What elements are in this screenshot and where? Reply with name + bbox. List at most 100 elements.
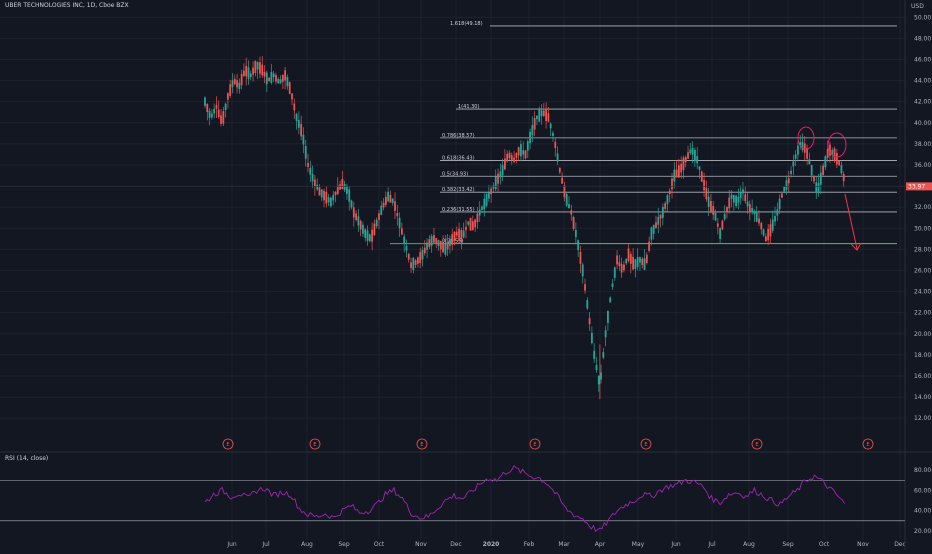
x-tick-label: Dec [450,541,462,548]
candle-body [396,212,399,217]
y-tick-label: 18.00 [914,352,931,359]
candle-body [542,110,545,116]
candle-body [659,214,662,219]
candle-body [579,251,582,264]
candle-body [382,202,385,208]
candle-body [304,146,307,159]
candle-body [270,71,273,83]
candle-body [710,201,712,212]
candle-body [208,110,211,118]
candle-body [373,223,376,236]
fib-level-label: 1(41.30) [458,104,479,110]
x-tick-label: Nov [415,541,427,548]
candle-body [458,228,461,242]
candle-body [508,152,511,159]
candle-body [797,145,799,155]
candle-body [485,193,488,206]
candle-body [696,156,699,164]
candle-body [460,229,463,243]
candle-body [352,207,355,218]
candle-body [387,191,390,202]
candle-body [449,239,451,247]
candle-body [359,220,362,230]
y-tick-label: 44.00 [914,78,931,85]
candle-body [297,119,300,128]
candle-body [487,192,490,199]
earnings-marker [529,438,541,450]
currency-label: USD [911,3,924,10]
candle-body [556,153,559,162]
candle-body [682,157,685,171]
candle-body [716,223,719,227]
fib-level-label: 0.5(34.93) [442,171,468,177]
candle-body [249,73,252,77]
candle-body [368,234,371,242]
candle-body [648,241,651,251]
candle-body [565,194,568,206]
y-tick-label: 48.00 [914,35,931,42]
earnings-marker-label: E [313,442,316,448]
candle-body [700,171,703,182]
candle-body [313,179,316,187]
x-tick-label: Jul [707,541,716,548]
candle-body [746,201,749,207]
candle-body [403,236,406,244]
x-tick-label: Mar [558,541,570,548]
candle-body [286,77,289,87]
candle-body [272,73,275,78]
candle-body [835,152,838,165]
y-tick-label: 38.00 [914,141,931,148]
y-tick-label: 20.00 [914,331,931,338]
candle-body [776,209,779,216]
x-tick-label: Apr [595,541,606,548]
candle-body [721,220,724,230]
candles-group [204,56,845,400]
candle-body [394,201,396,211]
projection-arrow-head [850,242,862,251]
candle-body [593,350,596,359]
candle-body [794,154,797,159]
candle-body [739,192,742,199]
candle-body [677,165,680,178]
candle-body [217,109,220,117]
candle-body [327,197,330,203]
candle-body [268,77,270,82]
candle-body [595,365,598,370]
candle-body [643,258,646,271]
candle-body [412,257,415,270]
candle-body [421,249,424,260]
candle-body [433,235,435,243]
double-top-circle-1 [797,126,815,150]
candle-body [764,236,767,242]
candle-body [808,159,811,165]
y-tick-label: 24.00 [914,289,931,296]
candle-body [666,195,669,205]
candle-body [536,115,538,120]
candle-body [817,182,820,192]
candle-body [446,242,449,250]
earnings-marker-label: E [226,442,229,448]
x-tick-label: May [632,541,645,548]
candle-body [238,82,241,89]
candle-body [259,62,261,74]
candle-body [453,231,456,242]
candle-body [737,196,740,203]
candle-body [650,227,653,240]
candle-body [332,194,335,201]
candle-body [558,168,561,173]
candle-body [426,242,428,250]
earnings-marker [751,438,763,450]
candle-body [618,262,621,266]
candle-body [687,152,689,159]
candle-body [346,185,348,194]
candle-body [840,165,843,174]
candle-body [810,165,813,176]
candle-body [526,141,529,151]
x-tick-label: Dec [894,541,906,548]
candle-body [538,109,541,122]
candle-body [815,182,818,192]
x-tick-label: Nov [857,541,869,548]
candle-body [252,67,254,75]
x-tick-label: Sep [782,541,794,548]
